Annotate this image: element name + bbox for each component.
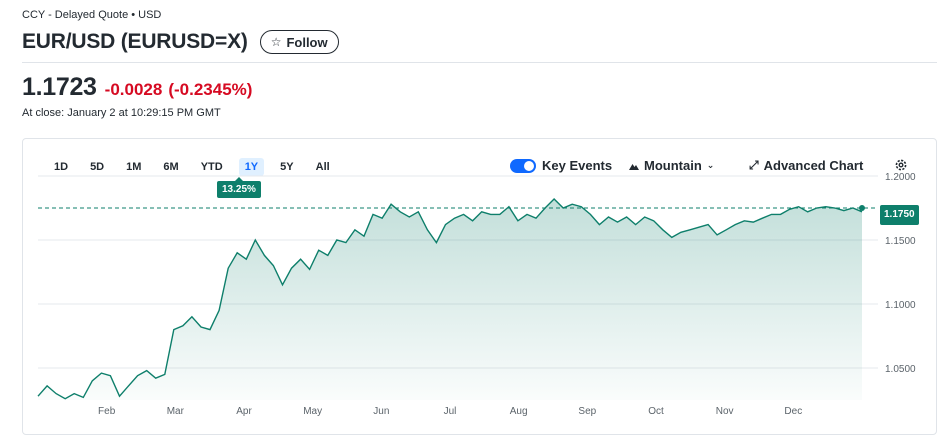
quote-meta: CCY - Delayed Quote • USD (22, 9, 162, 21)
toggle-switch[interactable] (510, 158, 536, 173)
chart-card (22, 138, 937, 435)
range-6m[interactable]: 6M (163, 161, 179, 173)
star-icon: ☆ (270, 35, 282, 49)
mountain-icon (629, 163, 639, 170)
toggle-knob (524, 160, 534, 171)
range-selector: 1D 5D 1M 6M YTD 1Y 5Y All (48, 158, 346, 176)
range-1y[interactable]: 1Y (238, 158, 265, 176)
range-ytd[interactable]: YTD (200, 161, 223, 173)
advanced-chart-label: Advanced Chart (763, 158, 864, 173)
current-price: 1.1723 (22, 73, 97, 101)
last-price-tag: 1.1750 (880, 205, 919, 225)
range-return-badge: 13.25% (217, 177, 261, 198)
key-events-label: Key Events (542, 158, 613, 173)
chart-type-dropdown[interactable]: Mountain ⌄ (629, 158, 714, 173)
close-timestamp: At close: January 2 at 10:29:15 PM GMT (22, 107, 221, 119)
range-1d[interactable]: 1D (54, 161, 69, 173)
price-row: 1.1723 -0.0028 (-0.2345%) (22, 73, 252, 102)
advanced-chart-link[interactable]: ⤢ Advanced Chart (749, 158, 863, 173)
title-row: EUR/USD (EURUSD=X) ☆ Follow (22, 30, 339, 54)
follow-button[interactable]: ☆ Follow (259, 30, 339, 54)
gear-icon[interactable] (894, 158, 908, 172)
range-all[interactable]: All (315, 161, 330, 173)
divider (22, 62, 937, 63)
expand-arrow-icon: ⤢ (749, 158, 759, 172)
price-change-percent: (-0.2345%) (168, 80, 253, 99)
range-5d[interactable]: 5D (90, 161, 105, 173)
chevron-down-icon: ⌄ (706, 160, 715, 170)
price-change: -0.0028 (104, 80, 163, 99)
page-title: EUR/USD (EURUSD=X) (22, 30, 248, 53)
follow-label: Follow (286, 34, 328, 50)
chart-type-label: Mountain (644, 158, 702, 173)
range-5y[interactable]: 5Y (280, 161, 294, 173)
key-events-toggle[interactable]: Key Events (510, 158, 612, 173)
range-1m[interactable]: 1M (126, 161, 142, 173)
